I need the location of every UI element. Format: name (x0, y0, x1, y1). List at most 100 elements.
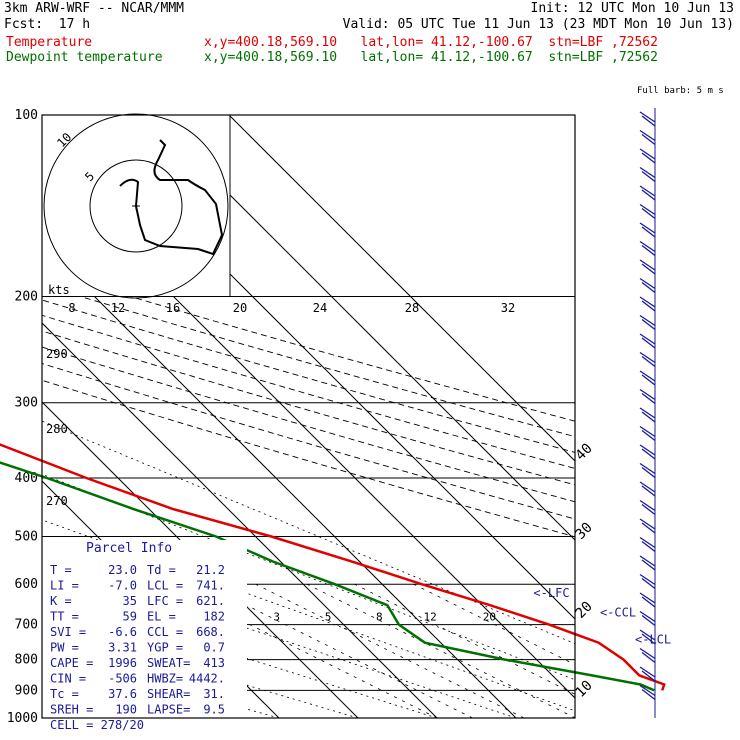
wind-speed-tick-label: 8 (68, 301, 75, 315)
wind-barb (639, 610, 656, 627)
isotherm-label: 40 (573, 441, 596, 464)
wind-barb (639, 666, 656, 682)
hodograph-unit-label: kts (48, 283, 70, 297)
parcel-info-label: LI = (50, 579, 79, 593)
parcel-info-background (42, 540, 247, 718)
parcel-info-value: 4442. (189, 672, 225, 686)
level-annotation: <-CCL (600, 605, 636, 619)
hodograph-ring (43, 113, 229, 299)
wind-barb (639, 148, 656, 164)
pressure-tick-label: 500 (15, 529, 38, 544)
parcel-info-value: 741. (196, 579, 225, 593)
isotherm-label: 30 (573, 520, 596, 543)
parcel-info-value: 31. (203, 687, 225, 701)
mixing-ratio-line (413, 583, 575, 666)
plot-frame (41, 114, 576, 719)
temperature-trace (0, 443, 666, 691)
wind-barb (639, 166, 656, 183)
parcel-info-label: CAPE = (50, 656, 93, 670)
parcel-info-label: HWBZ= (147, 672, 183, 686)
parcel-info-value: -506 (108, 672, 137, 686)
temperature-location-info: x,y=400.18,569.10 lat,lon= 41.12,-100.67… (204, 35, 658, 50)
forecast-hour: Fcst: 17 h (4, 17, 91, 32)
parcel-info-value: 413 (203, 656, 225, 670)
parcel-info-value: -6.6 (108, 625, 137, 639)
wind-barb (639, 536, 656, 553)
parcel-info-value: 9.5 (203, 703, 225, 717)
parcel-info-label: PW = (50, 641, 79, 655)
wind-speed-tick-label: 28 (405, 301, 419, 315)
parcel-info-label: SWEAT= (147, 656, 190, 670)
init-time: Init: 12 UTC Mon 10 Jun 13 (530, 1, 735, 16)
wind-barb (639, 314, 656, 331)
parcel-info-label: EL = (147, 610, 176, 624)
wind-barb (639, 259, 656, 275)
wind-barb (639, 425, 656, 442)
pressure-tick-label: 200 (15, 290, 38, 305)
parcel-info-value: 21.2 (196, 563, 225, 577)
parcel-info-panel: Parcel Info T = 23.0 Td = 21.2 LI = -7.0 LCL = 7… (42, 540, 247, 732)
mixing-ratio-line (306, 583, 575, 718)
parcel-info-label: SREH = (50, 703, 93, 717)
isotherm-line (42, 322, 438, 718)
parcel-info-label: LAPSE= (147, 703, 190, 717)
parcel-info-label: SVI = (50, 625, 86, 639)
wind-barb (639, 388, 656, 405)
wind-barb (639, 629, 656, 645)
wind-barb (639, 592, 656, 608)
isotherm-line (70, 115, 575, 620)
level-annotation: <-LCL (635, 633, 671, 647)
valid-time: Valid: 05 UTC Tue 11 Jun 13 (23 MDT Mon … (342, 17, 734, 32)
moist-adiabat-line (42, 519, 575, 712)
pressure-tick-label: 400 (15, 471, 38, 486)
left-axis-label: 270 (46, 494, 68, 508)
isotherm-line (42, 243, 517, 718)
parcel-info-title: Parcel Info (86, 541, 172, 556)
dry-adiabat-line (42, 284, 575, 438)
isotherm-line (42, 401, 359, 718)
isotherm-label: 10 (573, 678, 596, 701)
parcel-info-label: Td = (147, 563, 176, 577)
parcel-info-label: CCL = (147, 625, 183, 639)
parcel-info-label: CIN = (50, 672, 86, 686)
parcel-info-value: 0.7 (203, 641, 225, 655)
pressure-tick-label: 300 (15, 396, 38, 411)
wind-barb (639, 499, 656, 516)
parcel-info-value: 37.6 (108, 687, 137, 701)
wind-barb (639, 203, 656, 220)
wind-barb (639, 277, 656, 294)
wind-speed-tick-label: 12 (111, 301, 125, 315)
wind-barb (639, 555, 656, 571)
pressure-tick-label: 800 (15, 653, 38, 668)
wind-speed-tick-label: 20 (233, 301, 247, 315)
wind-speed-tick-label: 32 (501, 301, 515, 315)
wind-barb (639, 684, 656, 701)
hodograph-trace (119, 139, 224, 256)
dry-adiabat-line (42, 299, 575, 453)
parcel-info-label: SHEAR= (147, 687, 190, 701)
parcel-info-label: K = (50, 594, 72, 608)
wind-barb (639, 351, 656, 368)
wind-barb (639, 111, 656, 127)
isotherm-line (42, 480, 280, 718)
wind-barb (639, 129, 656, 146)
dry-adiabat-line (42, 269, 575, 422)
mixing-ratio-label: 3 (273, 611, 280, 624)
dewpoint-location-info: x,y=400.18,569.10 lat,lon= 41.12,-100.67… (204, 50, 658, 65)
mixing-ratio-label: 5 (325, 611, 332, 624)
left-axis-label: 290 (46, 347, 68, 361)
left-axis-label: 280 (46, 422, 68, 436)
mixing-ratio-label: 12 (423, 611, 436, 624)
parcel-info-label: YGP = (147, 641, 183, 655)
parcel-info-value: 3.31 (108, 641, 137, 655)
pressure-tick-label: 100 (15, 108, 38, 123)
wind-speed-tick-label: 24 (313, 301, 327, 315)
wind-barb (639, 185, 656, 201)
hodograph-ring (89, 159, 183, 253)
wind-barb (639, 296, 656, 312)
wind-barb (639, 647, 656, 664)
pressure-tick-label: 600 (15, 577, 38, 592)
wind-barb (639, 222, 656, 238)
level-annotation: <-LFC (533, 586, 569, 600)
